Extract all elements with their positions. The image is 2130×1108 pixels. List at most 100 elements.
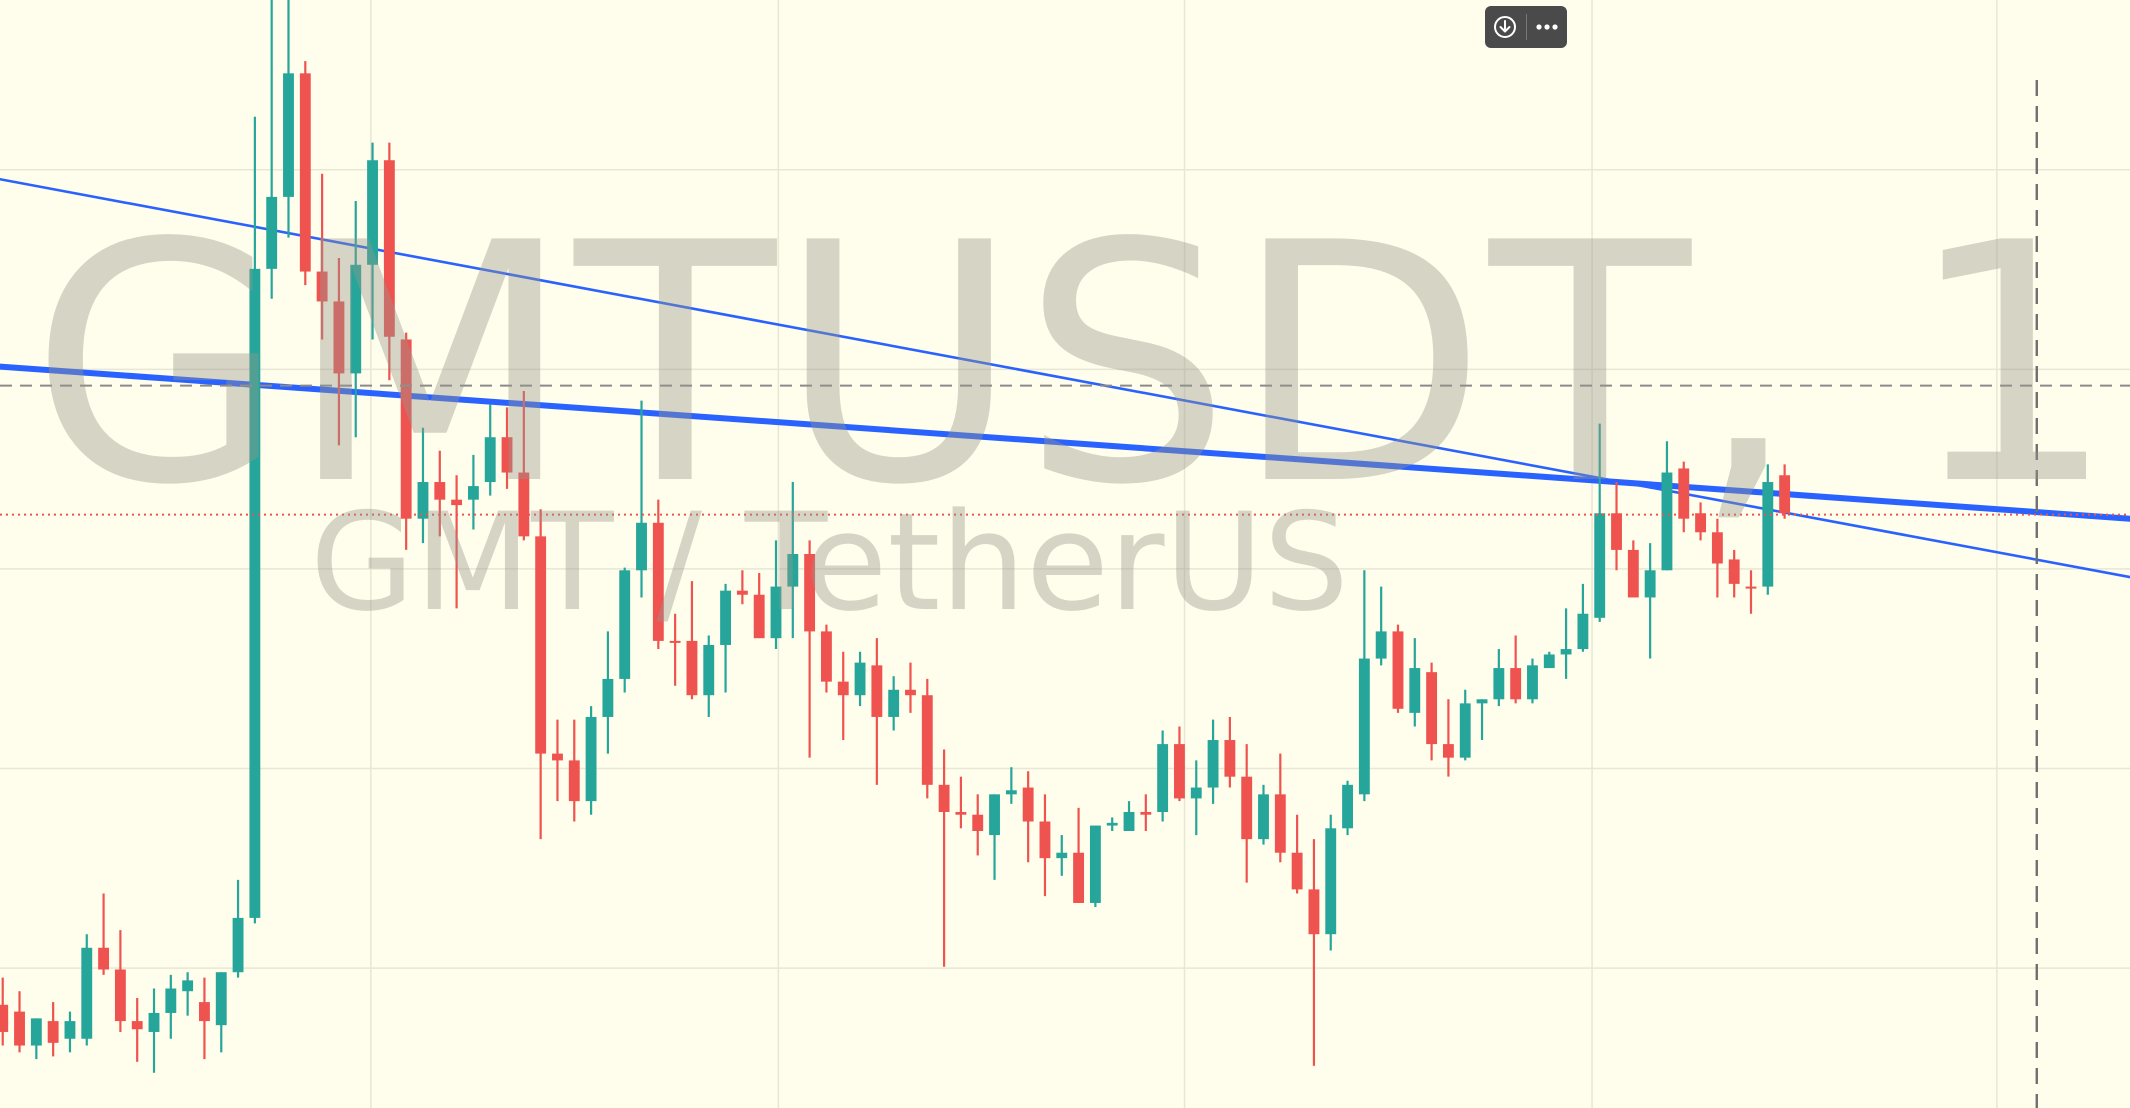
candle-up xyxy=(1123,811,1135,831)
candle-up xyxy=(888,689,900,717)
upper-trendline xyxy=(0,177,2130,579)
candle-down xyxy=(905,689,916,696)
candle-up xyxy=(232,917,244,973)
candle-down xyxy=(199,1002,210,1022)
download-icon xyxy=(1494,16,1517,38)
candle-down xyxy=(669,640,681,643)
candle-down xyxy=(1728,559,1740,584)
candle-down xyxy=(1073,852,1085,903)
candle-down xyxy=(1510,668,1522,700)
candle-up xyxy=(266,196,278,269)
chart-toolbar xyxy=(1485,6,1567,48)
candles xyxy=(0,0,1791,1073)
candle-up xyxy=(1644,570,1656,598)
candle-up xyxy=(283,73,294,197)
candle-up xyxy=(1527,665,1538,700)
candle-down xyxy=(400,339,412,519)
candle-up xyxy=(1157,744,1169,812)
candle-down xyxy=(1695,513,1707,533)
candle-down xyxy=(316,271,328,302)
candle-down xyxy=(1392,631,1404,709)
candle-up xyxy=(787,554,799,587)
candle-down xyxy=(535,536,547,754)
candle-down xyxy=(114,969,126,1022)
candle-up xyxy=(1459,703,1471,758)
candle-down xyxy=(14,1011,25,1046)
candle-up xyxy=(81,947,93,1039)
candle-down xyxy=(383,160,395,337)
candle-up xyxy=(1409,668,1421,713)
toolbar-divider xyxy=(1525,14,1527,40)
candle-down xyxy=(921,695,933,785)
candle-up xyxy=(350,264,362,374)
candle-up xyxy=(64,1021,76,1039)
candle-down xyxy=(518,472,530,537)
candle-down xyxy=(837,681,849,696)
candle-up xyxy=(1207,740,1219,788)
candle-up xyxy=(1089,825,1101,903)
candle-down xyxy=(1442,744,1454,758)
candle-up xyxy=(720,590,731,645)
candle-down xyxy=(955,811,967,815)
candle-up xyxy=(854,662,866,696)
candle-down xyxy=(1611,513,1622,550)
candle-up xyxy=(1056,852,1068,859)
candle-down xyxy=(1140,811,1152,815)
candle-down xyxy=(1039,821,1051,859)
candle-down xyxy=(820,631,832,682)
overlays xyxy=(0,80,2130,1108)
candle-up xyxy=(636,522,647,571)
candle-up xyxy=(1190,787,1202,799)
candle-down xyxy=(736,590,748,595)
candle-up xyxy=(1325,828,1337,935)
candle-down xyxy=(98,947,110,970)
candle-down xyxy=(1678,468,1690,519)
download-button[interactable] xyxy=(1485,6,1526,48)
candle-up xyxy=(1375,631,1387,659)
candle-up xyxy=(989,794,1000,836)
candle-up xyxy=(249,268,261,918)
more-horizontal-icon xyxy=(1536,24,1558,30)
candle-down xyxy=(1627,549,1639,598)
candle-down xyxy=(1711,532,1723,564)
candle-down xyxy=(501,437,513,473)
candle-down xyxy=(568,760,580,802)
candle-up xyxy=(1543,654,1555,669)
candle-up xyxy=(1762,482,1774,587)
candle-up xyxy=(1258,794,1269,840)
candle-down xyxy=(1174,744,1185,799)
candle-up xyxy=(148,1012,160,1032)
candle-up xyxy=(30,1018,42,1046)
candle-down xyxy=(871,665,883,717)
candle-up xyxy=(182,980,194,992)
candle-up xyxy=(1493,668,1505,700)
candle-down xyxy=(47,1021,59,1043)
candle-down xyxy=(938,784,950,812)
candle-up xyxy=(703,644,715,696)
candle-down xyxy=(1426,672,1438,745)
candle-down xyxy=(1779,475,1791,514)
candle-down xyxy=(451,499,463,506)
candle-up xyxy=(165,988,177,1013)
trendlines[interactable] xyxy=(0,177,2130,579)
candle-down xyxy=(131,1021,143,1030)
candle-down xyxy=(753,594,765,639)
candle-up xyxy=(1342,784,1353,829)
candle-down xyxy=(299,73,311,272)
lower-trendline xyxy=(0,363,2130,522)
more-button[interactable] xyxy=(1526,6,1567,48)
candle-down xyxy=(333,301,345,374)
candle-up xyxy=(585,716,597,802)
candle-up xyxy=(1661,472,1673,571)
candle-down xyxy=(804,554,816,632)
candle-down xyxy=(652,522,664,641)
candle-down xyxy=(972,814,984,831)
candle-down xyxy=(1308,889,1320,935)
candle-down xyxy=(0,1004,9,1032)
candle-down xyxy=(686,640,698,696)
candle-up xyxy=(417,482,429,519)
candle-up xyxy=(1005,790,1017,795)
candle-up xyxy=(1577,613,1589,650)
